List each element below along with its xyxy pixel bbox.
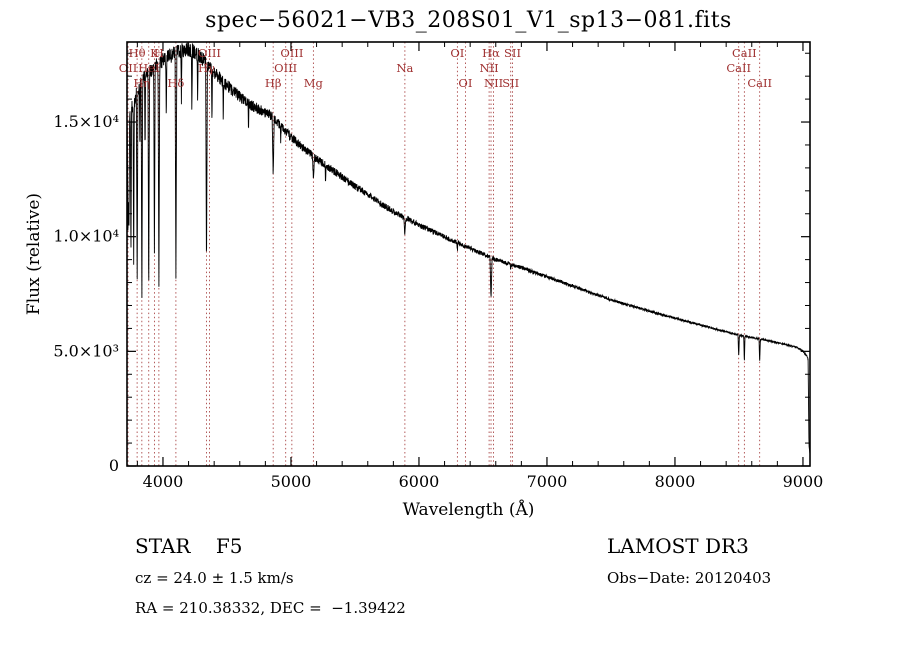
spectral-marker-label: K [150,46,159,60]
figure-title: spec−56021−VB3_208S01_V1_sp13−081.fits [205,8,732,33]
x-tick-label: 8000 [655,472,696,491]
spectral-marker-label: HeI [138,61,159,75]
y-tick-label: 0 [109,456,119,475]
x-tick-label: 4000 [143,472,184,491]
spectral-marker-label: Hθ [129,46,146,60]
spectral-marker-label: CaII [726,61,751,75]
spectral-marker-label: Hδ [167,76,184,90]
x-axis-title: Wavelength (Å) [402,500,535,520]
spectral-marker-label: Hα [482,46,500,60]
spectral-marker-label: H [154,46,164,60]
spectral-marker-label: OII [119,61,138,75]
obs-date: Obs−Date: 20120403 [607,569,772,587]
spectral-marker-label: CaII [747,76,772,90]
target-class-label: STAR F5 [135,534,243,558]
survey-label: LAMOST DR3 [607,534,749,558]
spectral-marker-label: Hη [133,76,150,90]
spectral-marker-label: OIII [198,46,221,60]
spectral-marker-label: SII [504,46,521,60]
spectral-marker-label: NII [484,76,503,90]
ra-dec-value: RA = 210.38332, DEC = −1.39422 [135,599,406,617]
spectral-marker-label: OI [450,46,464,60]
plot-border [126,41,811,467]
spectral-marker-label: Hγ [198,61,215,75]
spectral-marker-label: CaII [732,46,757,60]
spectral-marker-label: OI [458,76,472,90]
spectral-marker-label: Mg [304,76,324,90]
spectrum-line [126,42,811,461]
x-tick-label: 7000 [527,472,568,491]
y-tick-label: 1.5×10⁴ [53,112,119,131]
spectral-marker-label: Hβ [265,76,282,90]
spectral-marker-label: NII [480,61,499,75]
y-axis-title: Flux (relative) [24,192,44,316]
x-tick-label: 9000 [783,472,824,491]
spectral-marker-label: OIII [280,46,303,60]
spectral-marker-label: Na [396,61,413,75]
y-tick-label: 1.0×10⁴ [53,227,119,246]
spectral-marker-label: OIII [274,61,297,75]
x-tick-label: 6000 [399,472,440,491]
y-tick-label: 5.0×10³ [53,341,119,360]
cz-value: cz = 24.0 ± 1.5 km/s [135,569,294,587]
x-tick-label: 5000 [271,472,312,491]
spectral-marker-label: SII [502,76,519,90]
